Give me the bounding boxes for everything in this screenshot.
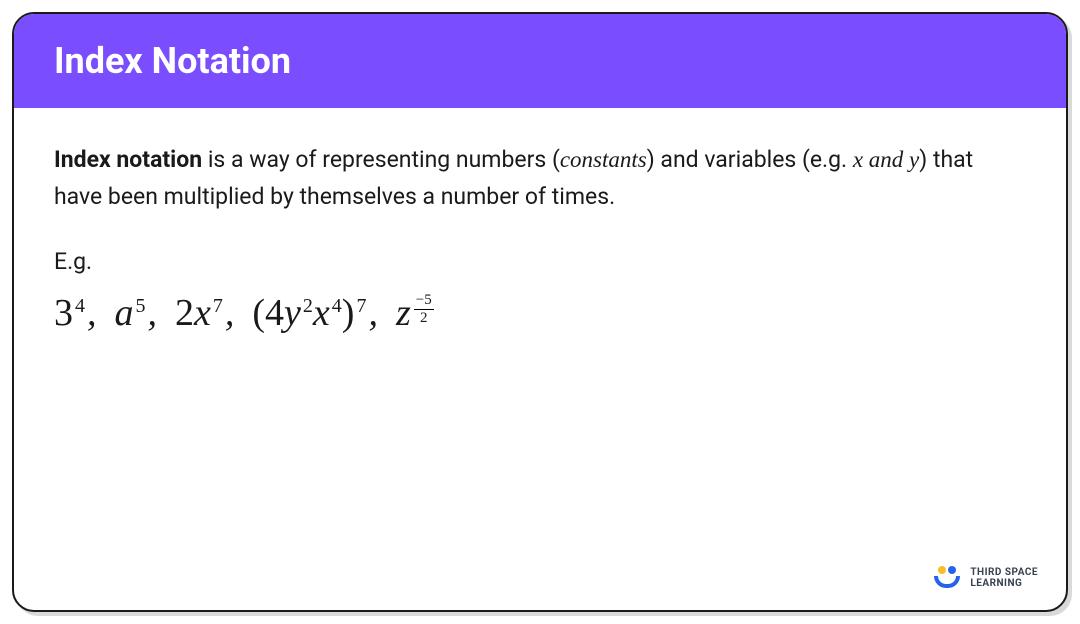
term3-coef: 2 [175, 294, 194, 332]
intro-paragraph: Index notation is a way of representing … [54, 142, 1026, 216]
term5-frac: −5 2 [414, 292, 434, 326]
intro-italic1: constants [560, 147, 647, 172]
card-header: Index Notation [14, 14, 1066, 108]
brand-logo: THIRD SPACE LEARNING [932, 566, 1038, 590]
term-3: 2 x 7 [175, 294, 223, 332]
term1-base: 3 [54, 294, 73, 332]
term4-s2: 4 [332, 296, 342, 316]
term1-sup: 4 [75, 296, 85, 316]
term3-sup: 7 [213, 296, 223, 316]
term-1: 3 4 [54, 294, 85, 332]
comma-1: , [87, 294, 97, 332]
comma-2: , [148, 294, 158, 332]
term4-v2: x [313, 294, 330, 332]
term5-base: z [396, 294, 411, 332]
term4-sup: 7 [356, 296, 366, 316]
term2-base: a [115, 294, 134, 332]
content-card: Index Notation Index notation is a way o… [12, 12, 1068, 612]
term-4: ( 4 y 2 x 4 ) 7 [252, 294, 366, 332]
term4-open: ( [252, 294, 265, 332]
header-title: Index Notation [54, 40, 291, 82]
logo-arc [934, 576, 960, 588]
term4-coef: 4 [265, 294, 284, 332]
intro-text2: ) and variables (e.g. [647, 146, 853, 173]
term-2: a 5 [115, 294, 146, 332]
term-5: z −5 2 [396, 294, 434, 332]
term4-close: ) [342, 294, 355, 332]
comma-3: , [225, 294, 235, 332]
example-label: E.g. [54, 244, 1026, 281]
logo-icon [932, 566, 962, 590]
logo-text: THIRD SPACE LEARNING [970, 567, 1038, 589]
logo-dot-yellow [938, 566, 946, 574]
term4-v1: y [284, 294, 301, 332]
term5-bot: 2 [418, 310, 430, 327]
term3-base: x [194, 294, 211, 332]
math-expression: 3 4 , a 5 , 2 x 7 , ( 4 y 2 x 4 ) [54, 294, 1026, 332]
comma-4: , [368, 294, 378, 332]
logo-line1: THIRD SPACE [970, 567, 1038, 578]
intro-text1: is a way of representing numbers ( [202, 146, 560, 173]
intro-italic2: x and y [853, 147, 919, 172]
intro-strong: Index notation [54, 146, 202, 173]
card-body: Index notation is a way of representing … [14, 108, 1066, 366]
term4-s1: 2 [303, 296, 313, 316]
term2-sup: 5 [136, 296, 146, 316]
term5-top: −5 [414, 292, 434, 310]
logo-line2: LEARNING [970, 578, 1038, 589]
logo-dot-blue [948, 566, 956, 574]
